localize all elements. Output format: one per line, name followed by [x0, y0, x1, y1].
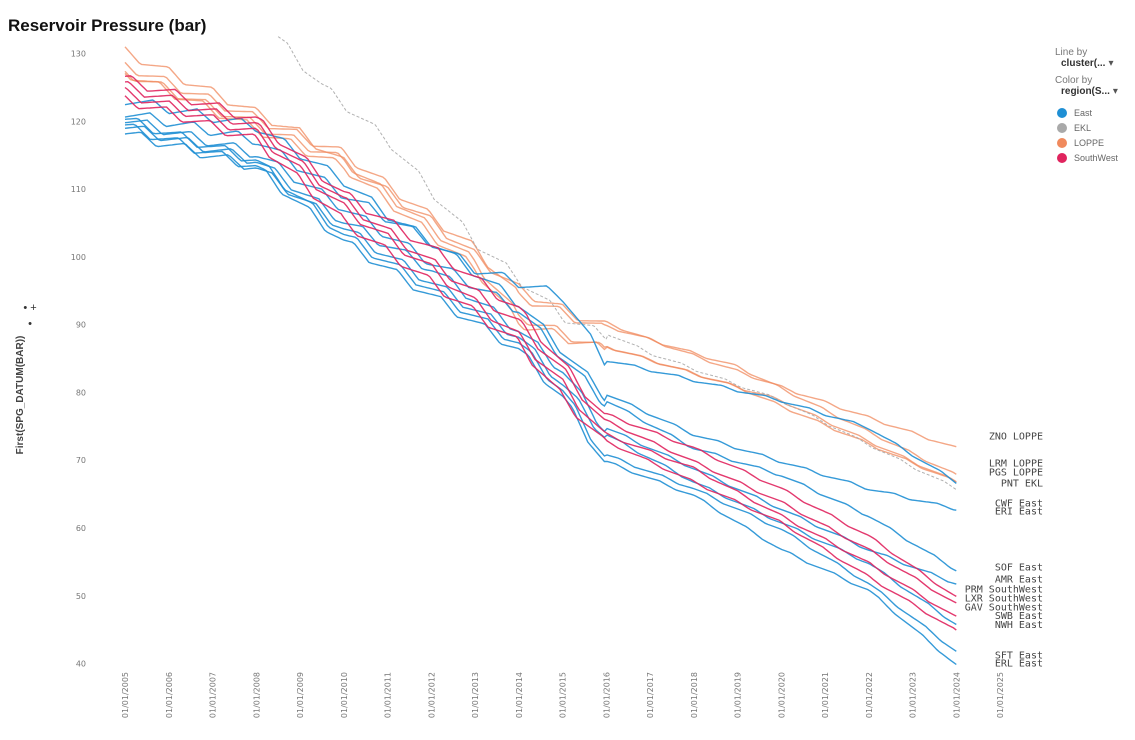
series-end-label: LXR SouthWest	[965, 593, 1043, 604]
x-tick-label: 01/01/2018	[690, 672, 699, 718]
x-tick-label: 01/01/2022	[865, 672, 874, 718]
y-tick-label: 60	[76, 524, 86, 533]
series-end-label: AMR East	[995, 575, 1043, 586]
x-tick-label: 01/01/2008	[252, 672, 261, 718]
legend-items: East EKL LOPPE SouthWest	[1055, 105, 1135, 165]
legend-swatch-icon	[1057, 137, 1067, 148]
legend-item[interactable]: LOPPE	[1055, 135, 1135, 150]
legend: Line by cluster(... ▾ Color by region(S..…	[1055, 47, 1135, 165]
series-line	[124, 95, 957, 631]
y-tick-label: 100	[71, 253, 86, 262]
series-line	[277, 36, 957, 491]
series-line	[124, 125, 957, 585]
color-by-selector[interactable]: region(S... ▾	[1061, 86, 1118, 97]
chevron-down-icon: ▾	[1112, 86, 1118, 97]
series-end-label: SWB East	[995, 611, 1043, 622]
y-tick-label: 90	[76, 321, 86, 330]
y-axis-label: First(SPG_DATUM(BAR))	[15, 336, 26, 455]
line-by-selector[interactable]: cluster(... ▾	[1061, 58, 1114, 69]
y-tick-label: 110	[71, 185, 86, 194]
x-tick-label: 01/01/2017	[646, 672, 655, 718]
y-tick-label: 50	[76, 592, 86, 601]
y-tick-label: 80	[76, 388, 86, 397]
series-end-label: ERL East	[995, 659, 1043, 670]
series-line	[124, 117, 957, 652]
series-end-label: ERI East	[995, 507, 1043, 518]
line-by-caption: Line by	[1055, 47, 1088, 58]
series-end-label: NWH East	[995, 620, 1043, 631]
series-end-label: CWF East	[995, 499, 1043, 510]
x-tick-label: 01/01/2025	[996, 672, 1005, 718]
x-tick-label: 01/01/2011	[384, 672, 393, 718]
series-end-label: ZNO LOPPE	[989, 432, 1043, 443]
x-tick-label: 01/01/2007	[209, 672, 218, 718]
x-tick-label: 01/01/2019	[734, 672, 743, 718]
legend-label: EKL	[1074, 122, 1092, 133]
y-axis-controls[interactable]: • + •	[23, 302, 37, 330]
x-tick-label: 01/01/2009	[296, 672, 305, 718]
x-tick-label: 01/01/2023	[909, 672, 918, 718]
series-end-label: GAV SouthWest	[965, 602, 1043, 613]
legend-swatch-icon	[1057, 122, 1067, 133]
series-line	[124, 112, 957, 511]
chevron-down-icon: ▾	[1108, 58, 1114, 69]
series-line	[124, 99, 957, 484]
x-tick-label: 01/01/2012	[427, 672, 436, 718]
series-end-label: PRM SouthWest	[965, 585, 1043, 596]
y-tick-label: 130	[71, 50, 86, 59]
x-tick-label: 01/01/2021	[821, 672, 830, 718]
legend-item[interactable]: EKL	[1055, 120, 1135, 135]
series-end-label: PNT EKL	[1001, 478, 1043, 489]
series-line	[124, 70, 957, 483]
y-tick-label: 120	[71, 117, 86, 126]
x-tick-label: 01/01/2024	[952, 672, 961, 718]
series-line	[124, 119, 957, 572]
legend-item[interactable]: East	[1055, 105, 1135, 120]
series-end-label: SOF East	[995, 562, 1043, 573]
x-tick-label: 01/01/2015	[559, 672, 568, 718]
legend-swatch-icon	[1057, 152, 1067, 163]
legend-swatch-icon	[1057, 107, 1067, 118]
x-tick-label: 01/01/2013	[471, 672, 480, 718]
series-line	[124, 46, 957, 448]
series-line	[124, 80, 957, 604]
series-end-label: PGS LOPPE	[989, 467, 1043, 478]
x-tick-label: 01/01/2005	[121, 672, 130, 718]
legend-label: SouthWest	[1074, 152, 1118, 163]
series-line	[124, 75, 957, 598]
x-tick-label: 01/01/2020	[777, 672, 786, 718]
series-line	[124, 86, 957, 617]
x-tick-label: 01/01/2006	[165, 672, 174, 718]
legend-label: East	[1074, 107, 1093, 118]
x-tick-label: 01/01/2014	[515, 672, 524, 718]
legend-item[interactable]: SouthWest	[1055, 150, 1135, 165]
series-line	[124, 131, 957, 626]
series-line	[124, 61, 957, 475]
color-by-caption: Color by	[1055, 75, 1093, 86]
series-line	[124, 123, 957, 666]
series-end-label: SFT East	[995, 650, 1043, 661]
chart-title: Reservoir Pressure (bar)	[8, 16, 207, 35]
y-tick-label: 40	[76, 660, 86, 669]
y-tick-label: 70	[76, 456, 86, 465]
x-tick-label: 01/01/2010	[340, 672, 349, 718]
x-tick-label: 01/01/2016	[602, 672, 611, 718]
series-end-label: LRM LOPPE	[989, 459, 1043, 470]
legend-label: LOPPE	[1074, 137, 1105, 148]
